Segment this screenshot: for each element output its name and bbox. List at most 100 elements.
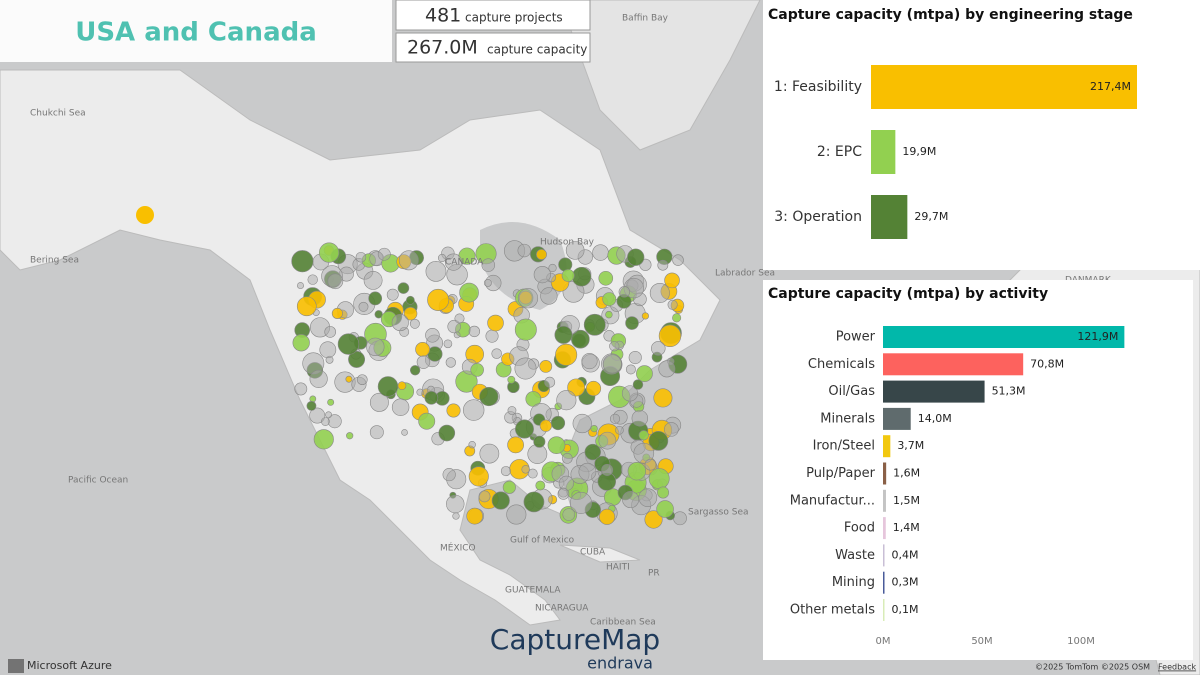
project-bubble xyxy=(491,491,510,510)
map-label: CANADA xyxy=(445,258,484,268)
project-bubble xyxy=(454,313,465,324)
bar xyxy=(871,130,896,174)
azure-logo xyxy=(8,659,24,673)
map-label: GUATEMALA xyxy=(505,586,561,596)
project-bubble xyxy=(515,419,534,439)
kpi-label: capture projects xyxy=(465,11,563,25)
value-label: 1,6M xyxy=(893,467,920,480)
project-bubble xyxy=(325,411,332,419)
project-bubble xyxy=(452,512,460,520)
project-bubble xyxy=(346,432,354,440)
project-bubble xyxy=(628,351,642,365)
map-label: Hudson Bay xyxy=(540,238,595,248)
project-bubble xyxy=(468,466,489,487)
category-label: 1: Feasibility xyxy=(774,79,862,95)
project-bubble xyxy=(291,250,314,273)
project-bubble xyxy=(442,468,456,482)
project-bubble xyxy=(533,435,546,448)
project-bubble xyxy=(653,388,673,408)
project-bubble xyxy=(324,326,337,338)
bar xyxy=(883,435,891,458)
map-label: Pacific Ocean xyxy=(68,476,128,486)
project-bubble xyxy=(443,339,453,349)
project-bubble xyxy=(625,364,636,375)
value-label: 3,7M xyxy=(897,439,924,452)
project-bubble xyxy=(309,407,326,424)
project-bubble xyxy=(313,429,334,450)
project-bubble xyxy=(306,400,317,411)
x-tick-label: 50M xyxy=(971,636,992,647)
project-bubble xyxy=(468,441,476,449)
value-label: 14,0M xyxy=(918,412,952,425)
map-label: CUBA xyxy=(580,548,606,558)
project-bubble xyxy=(539,360,553,373)
project-bubble xyxy=(599,508,616,525)
project-bubble xyxy=(514,318,537,341)
category-label: Chemicals xyxy=(808,357,875,372)
project-bubble xyxy=(672,313,682,323)
project-bubble xyxy=(636,365,653,382)
project-bubble xyxy=(558,257,573,272)
category-label: 3: Operation xyxy=(774,209,862,225)
map-label: Labrador Sea xyxy=(715,269,775,279)
feedback[interactable]: Feedback xyxy=(1158,663,1196,672)
project-bubble xyxy=(602,292,617,307)
project-bubble xyxy=(638,430,649,441)
category-label: Other metals xyxy=(790,603,875,618)
project-bubble xyxy=(627,248,645,266)
bar xyxy=(883,407,911,430)
project-bubble xyxy=(507,406,517,415)
project-bubble xyxy=(667,299,678,310)
x-tick-label: 100M xyxy=(1067,636,1095,647)
project-bubble xyxy=(358,301,369,312)
project-bubble xyxy=(337,333,360,355)
kpi-box xyxy=(395,32,591,63)
project-bubble xyxy=(633,442,655,464)
project-bubble xyxy=(658,360,676,378)
project-bubble xyxy=(377,376,399,397)
project-bubble xyxy=(391,314,409,332)
dashboard-title: USA and Canada xyxy=(75,18,317,48)
project-bubble xyxy=(355,251,367,263)
project-bubble xyxy=(437,253,447,263)
project-bubble xyxy=(391,398,410,416)
title-box xyxy=(0,0,392,62)
project-bubble xyxy=(416,355,431,369)
project-bubble xyxy=(584,443,601,461)
project-bubble xyxy=(483,278,492,287)
copyright: ©2025 TomTom ©2025 OSM xyxy=(1035,663,1150,672)
category-label: Pulp/Paper xyxy=(806,466,876,481)
project-bubble xyxy=(572,413,592,434)
project-bubble xyxy=(632,379,644,390)
project-bubble xyxy=(547,436,566,455)
project-bubble xyxy=(571,329,590,349)
map-label: PR xyxy=(648,569,660,579)
bar xyxy=(883,380,985,403)
project-bubble xyxy=(401,429,408,436)
project-bubble xyxy=(664,422,679,437)
kpi-box xyxy=(395,0,591,31)
value-label: 1,4M xyxy=(893,521,920,534)
bar xyxy=(883,517,886,540)
brand: CaptureMap xyxy=(490,623,660,656)
project-bubble xyxy=(625,316,639,330)
kpi-value: 267.0M xyxy=(407,37,478,59)
project-bubble xyxy=(527,468,538,479)
project-bubble xyxy=(672,254,684,266)
project-bubble xyxy=(296,296,317,317)
project-bubble xyxy=(590,424,598,433)
project-bubble xyxy=(550,415,566,431)
project-bubble xyxy=(331,307,343,319)
project-bubble xyxy=(377,247,391,261)
project-bubble xyxy=(297,282,304,290)
bar xyxy=(883,571,885,594)
project-bubble xyxy=(307,274,318,285)
map-label: Baffin Bay xyxy=(622,14,669,24)
category-label: Oil/Gas xyxy=(828,384,875,399)
value-label: 0,1M xyxy=(892,603,919,616)
project-bubble xyxy=(327,398,335,406)
project-bubble xyxy=(309,369,328,388)
project-bubble xyxy=(409,365,421,376)
